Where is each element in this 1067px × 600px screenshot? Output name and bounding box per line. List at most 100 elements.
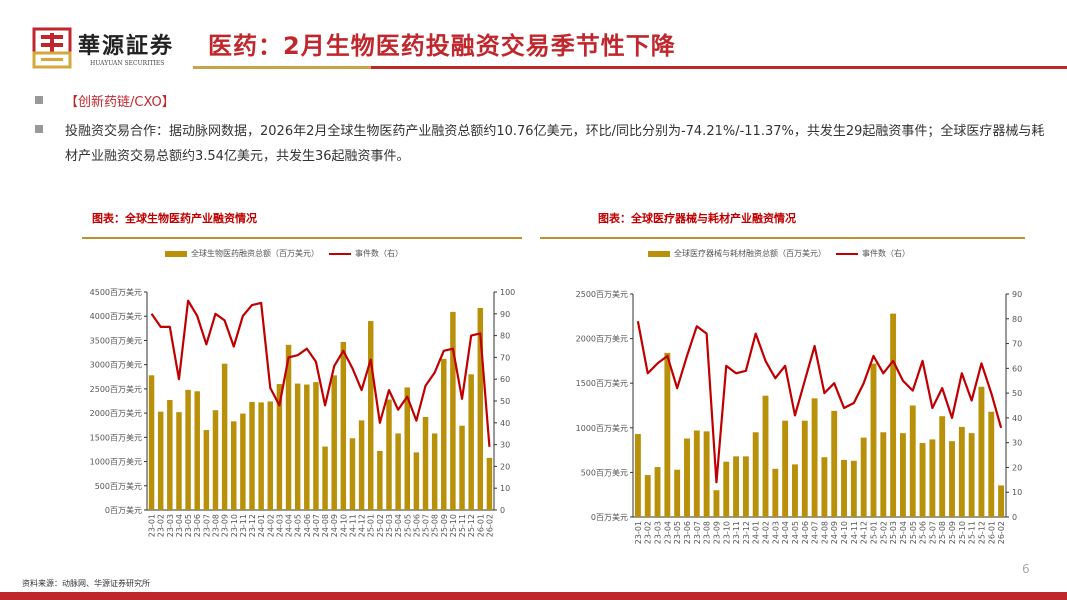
legend-label-line: 事件数（右）: [355, 249, 403, 258]
brand-name-en: HUAYUAN SECURITIES: [90, 60, 165, 67]
bar: [240, 413, 246, 510]
x-tick-label: 23-12: [742, 521, 751, 544]
tick-label-right: 10: [1012, 488, 1022, 497]
x-tick-label: 25-11: [458, 514, 467, 537]
bar: [331, 375, 337, 510]
bar: [148, 375, 155, 510]
legend-swatch-bar: [648, 250, 670, 257]
tick-label-right: 30: [500, 441, 510, 450]
x-tick-label: 23-07: [202, 514, 211, 537]
tick-label-right: 50: [1012, 389, 1022, 398]
brand-name: 華源証券: [78, 33, 175, 59]
bar: [801, 420, 808, 517]
bar: [870, 363, 877, 517]
bar: [811, 398, 818, 517]
x-tick-label: 24-05: [294, 514, 303, 537]
x-tick-label: 24-09: [830, 521, 839, 544]
tick-label-right: 80: [500, 332, 510, 341]
tick-label-right: 70: [500, 353, 510, 362]
x-tick-label: 25-12: [977, 521, 986, 544]
x-tick-label: 25-01: [869, 521, 878, 544]
x-tick-label: 23-11: [239, 514, 248, 537]
x-tick-label: 23-06: [193, 514, 202, 537]
x-tick-label: 25-03: [889, 521, 898, 544]
tick-label-left: 0百万美元: [105, 505, 142, 515]
x-tick-label: 24-04: [781, 521, 790, 544]
bar: [664, 352, 671, 517]
x-tick-label: 24-07: [811, 521, 820, 544]
page-number: 6: [1022, 562, 1030, 576]
bar: [909, 405, 916, 517]
tick-label-right: 100: [500, 288, 515, 297]
x-tick-label: 24-11: [850, 521, 859, 544]
bar: [249, 401, 255, 510]
x-tick-label: 23-09: [712, 521, 721, 544]
bar: [404, 387, 410, 510]
footer-bar: [0, 592, 1067, 600]
tick-label-left: 1500百万美元: [576, 378, 628, 388]
x-tick-label: 23-02: [157, 514, 166, 537]
x-tick-label: 26-02: [485, 514, 494, 537]
tick-label-left: 3000百万美元: [90, 360, 142, 370]
x-tick-label: 24-11: [348, 514, 357, 537]
x-tick-label: 25-02: [376, 514, 385, 537]
x-tick-label: 26-01: [987, 521, 996, 544]
bar: [304, 384, 310, 510]
x-tick-label: 25-09: [440, 514, 449, 537]
x-tick-label: 24-07: [312, 514, 321, 537]
bar: [285, 344, 292, 510]
tick-label-right: 0: [500, 506, 505, 515]
bar: [644, 475, 651, 517]
chart-title-left: 图表：全球生物医药产业融资情况: [92, 212, 257, 225]
bar: [231, 421, 237, 510]
tick-label-left: 1000百万美元: [576, 423, 628, 433]
x-tick-label: 24-04: [285, 514, 294, 537]
x-tick-label: 24-03: [771, 521, 780, 544]
x-tick-label: 24-02: [266, 514, 275, 537]
x-tick-label: 25-10: [449, 514, 458, 537]
tick-label-left: 500百万美元: [581, 467, 628, 477]
x-tick-label: 26-02: [997, 521, 1006, 544]
bar: [860, 437, 867, 517]
x-tick-label: 24-01: [752, 521, 761, 544]
tick-label-right: 90: [1012, 290, 1022, 299]
bar: [377, 450, 383, 510]
x-tick-label: 23-03: [654, 521, 663, 544]
bar: [431, 433, 438, 510]
tick-label-left: 4000百万美元: [90, 311, 142, 321]
bar: [978, 386, 985, 517]
x-tick-label: 23-10: [722, 521, 731, 544]
bar: [634, 434, 641, 517]
tick-label-left: 4500百万美元: [90, 287, 142, 297]
bar: [267, 401, 274, 510]
bar: [157, 411, 164, 510]
bar: [684, 438, 690, 517]
tick-label-left: 1000百万美元: [90, 457, 142, 467]
tick-label-right: 70: [1012, 340, 1022, 349]
legend-swatch-line: [836, 252, 858, 255]
tick-label-right: 20: [1012, 463, 1022, 472]
x-tick-label: 24-01: [257, 514, 266, 537]
legend-label-bar: 全球医疗器械与耗材融资总额（百万美元）: [674, 249, 826, 258]
x-tick-label: 25-05: [909, 521, 918, 544]
tick-label-left: 2500百万美元: [90, 384, 142, 394]
x-tick-label: 25-12: [467, 514, 476, 537]
bar: [167, 400, 173, 510]
bar: [358, 420, 365, 510]
bar: [349, 438, 356, 510]
x-tick-label: 24-12: [860, 521, 869, 544]
x-tick-label: 23-04: [175, 514, 184, 537]
x-tick-label: 24-08: [820, 521, 829, 544]
x-tick-label: 25-05: [403, 514, 412, 537]
tick-label-right: 60: [500, 375, 510, 384]
chart-divider-left: [82, 237, 522, 239]
bar: [185, 389, 191, 510]
source-note: 资料来源：动脉网、华源证券研究所: [22, 579, 150, 588]
bar: [841, 459, 847, 517]
bar: [459, 425, 465, 510]
x-tick-label: 24-08: [321, 514, 330, 537]
x-tick-label: 25-04: [394, 514, 403, 537]
x-tick-label: 23-09: [221, 514, 230, 537]
bar: [477, 307, 484, 510]
